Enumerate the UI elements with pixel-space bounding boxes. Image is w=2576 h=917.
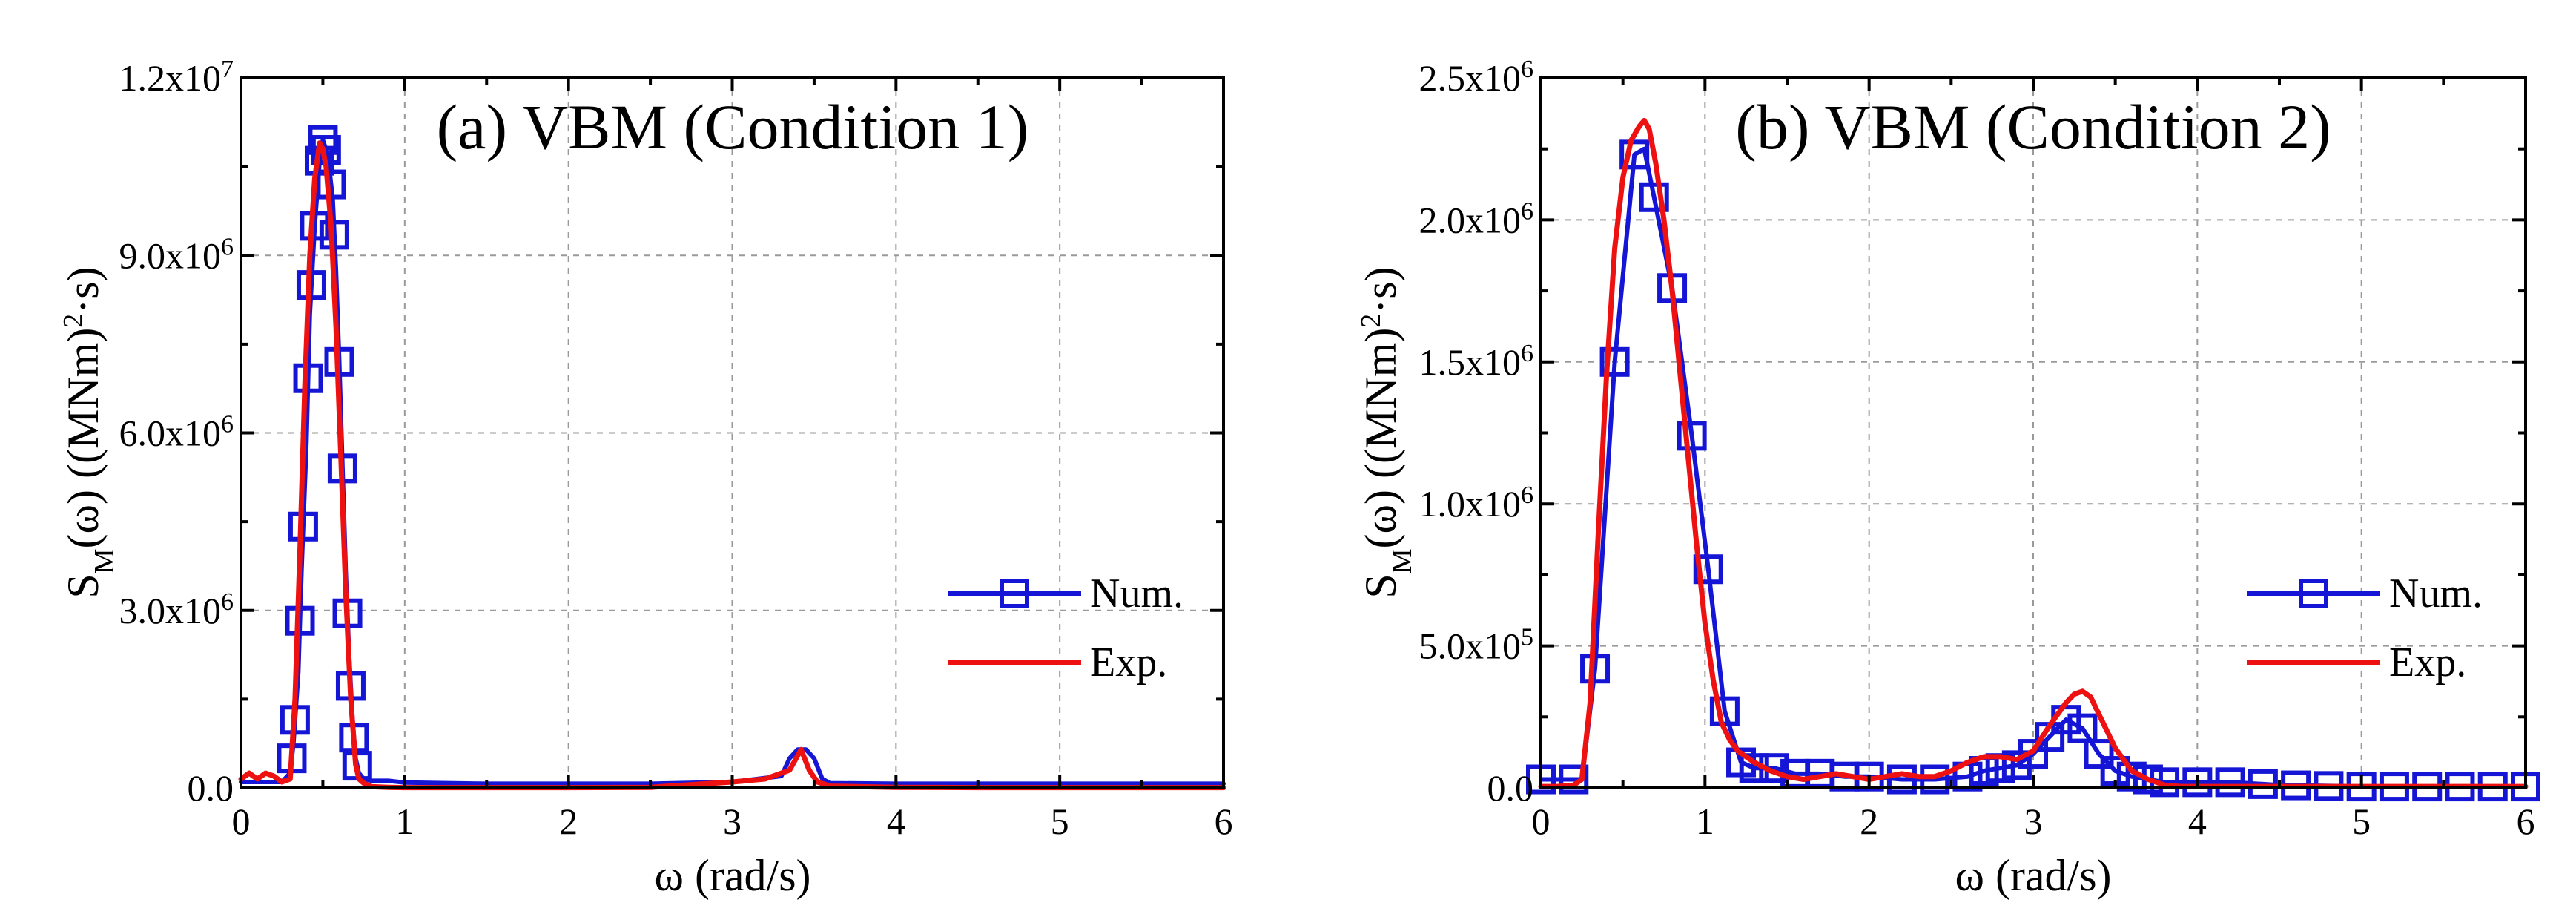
data-point-num-b <box>2182 767 2213 798</box>
grid-a <box>241 78 1223 788</box>
data-point-num-b <box>2067 713 2098 743</box>
y-tick-label-base-a: 6.0x10 <box>119 413 222 454</box>
y-tick-label-b: 2.5x106 <box>1419 56 1534 99</box>
y-tick-label-exp-a: 6 <box>221 410 234 438</box>
y-tick-label-base-a: 3.0x10 <box>119 590 222 631</box>
data-point-num-b <box>1580 654 1611 684</box>
y-tick-label-base-a: 9.0x10 <box>119 234 222 276</box>
x-tick-label-b: 3 <box>2024 801 2043 842</box>
data-point-num-b <box>1886 764 1917 795</box>
y-axis-label-b-mid: (ω) ((MNm) <box>1356 328 1405 549</box>
y-axis-label-a: SM(ω) ((MNm)2·s) <box>58 266 120 598</box>
data-point-num-b <box>1639 182 1669 212</box>
y-axis-label-b: SM(ω) ((MNm)2·s) <box>1355 266 1418 598</box>
data-point-num-b <box>1599 346 1630 377</box>
y-tick-label-a: 6.0x106 <box>119 410 234 454</box>
y-tick-label-base-a: 0.0 <box>188 767 234 809</box>
y-tick-label-base-a: 1.2x10 <box>119 57 222 99</box>
data-point-num-b <box>2018 739 2048 769</box>
y-tick-label-base-b: 2.5x10 <box>1419 57 1522 99</box>
legend-label-exp-b: Exp. <box>2389 640 2466 686</box>
legend-label-exp-a: Exp. <box>1090 640 1167 686</box>
y-tick-label-exp-b: 5 <box>1521 623 1533 651</box>
data-point-num-b <box>2215 767 2245 798</box>
grid-b <box>1541 78 2526 788</box>
y-tick-label-base-b: 1.0x10 <box>1419 483 1522 525</box>
x-tick-label-a: 3 <box>723 801 742 842</box>
y-axis-label-a-end: ·s) <box>59 266 108 313</box>
data-point-num-b <box>1619 139 1650 170</box>
x-tick-label-a: 0 <box>232 801 251 842</box>
data-point-num-b <box>1677 421 1707 451</box>
series-line-exp-a <box>238 140 1226 791</box>
legend-marker-num-b <box>2299 579 2328 608</box>
x-tick-label-b: 1 <box>1696 801 1714 842</box>
chart-title-b: (b) VBM (Condition 2) <box>1735 91 2331 162</box>
data-point-num-b <box>1693 554 1723 585</box>
y-axis-label-b-base: S <box>1356 573 1405 598</box>
y-tick-label-a: 0.0 <box>188 767 234 809</box>
chart-title-a: (a) VBM (Condition 1) <box>437 91 1029 162</box>
y-tick-label-exp-b: 6 <box>1521 197 1533 225</box>
x-tick-label-a: 4 <box>887 801 905 842</box>
x-tick-label-a: 6 <box>1215 801 1233 842</box>
legend-marker-num-a <box>1000 579 1029 608</box>
x-tick-label-a: 1 <box>395 801 414 842</box>
legend-label-num-b: Num. <box>2389 571 2483 617</box>
y-tick-label-exp-b: 6 <box>1521 339 1533 367</box>
x-tick-label-a: 5 <box>1051 801 1069 842</box>
data-point-num-b <box>1920 764 1950 795</box>
y-tick-label-b: 1.0x106 <box>1419 481 1534 525</box>
y-axis-label-b-end: ·s) <box>1356 266 1405 313</box>
y-tick-label-base-b: 0.0 <box>1487 767 1534 809</box>
y-tick-label-base-b: 2.0x10 <box>1419 199 1522 240</box>
y-axis-label-b-sup: 2 <box>1355 314 1387 328</box>
legend-b: Num. Exp. <box>2247 571 2483 686</box>
y-tick-label-exp-a: 6 <box>221 233 234 260</box>
y-axis-label-a-sub: M <box>89 548 120 573</box>
y-tick-label-b: 0.0 <box>1487 767 1534 809</box>
series-line-exp-b <box>1538 117 2529 789</box>
y-axis-label-a-sup: 2 <box>58 314 89 328</box>
legend-label-num-a: Num. <box>1090 571 1183 617</box>
x-tick-label-b: 4 <box>2188 801 2207 842</box>
series-layer-b <box>1526 117 2540 802</box>
y-tick-label-a: 9.0x106 <box>119 233 234 277</box>
series-layer-a <box>238 125 1226 791</box>
x-tick-label-a: 2 <box>559 801 578 842</box>
y-tick-label-a: 3.0x106 <box>119 588 234 631</box>
y-tick-label-base-b: 5.0x10 <box>1419 625 1522 667</box>
y-axis-label-a-mid: (ω) ((MNm) <box>59 328 108 549</box>
x-tick-label-b: 5 <box>2352 801 2371 842</box>
y-tick-label-exp-b: 6 <box>1521 481 1533 509</box>
x-axis-label-b: ω (rad/s) <box>1955 851 2111 900</box>
y-tick-label-exp-b: 6 <box>1521 56 1533 83</box>
x-axis-label-a: ω (rad/s) <box>654 851 810 900</box>
x-tick-label-b: 2 <box>1860 801 1878 842</box>
y-axis-label-a-base: S <box>59 573 108 598</box>
x-tick-label-b: 6 <box>2517 801 2535 842</box>
x-tick-label-b: 0 <box>1532 801 1550 842</box>
y-tick-label-a: 1.2x107 <box>119 56 234 99</box>
ticks-b: 0 1 2 3 4 5 60.05.0x1051.0x1061.5x1062.0x1062.… <box>1419 56 2535 843</box>
y-tick-label-b: 5.0x105 <box>1419 623 1534 667</box>
y-axis-label-b-sub: M <box>1387 548 1418 573</box>
data-point-num-b <box>1559 764 1589 795</box>
y-tick-label-exp-a: 6 <box>221 588 234 615</box>
y-tick-label-base-b: 1.5x10 <box>1419 341 1522 383</box>
chart-panel-b: 0 1 2 3 4 5 60.05.0x1051.0x1061.5x1062.0x1062.… <box>1355 56 2540 900</box>
legend-a: Num. Exp. <box>948 571 1183 686</box>
y-tick-label-b: 1.5x106 <box>1419 339 1534 383</box>
y-tick-label-exp-a: 7 <box>221 56 234 83</box>
data-point-num-b <box>2133 764 2163 795</box>
data-point-num-b <box>2084 739 2114 769</box>
y-tick-label-b: 2.0x106 <box>1419 197 1534 241</box>
